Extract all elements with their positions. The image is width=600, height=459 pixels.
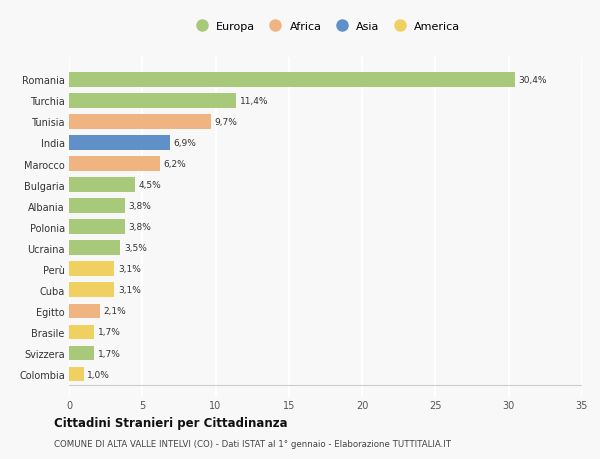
Text: 3,8%: 3,8% xyxy=(128,202,151,211)
Text: 3,1%: 3,1% xyxy=(118,286,141,295)
Text: 30,4%: 30,4% xyxy=(518,76,547,84)
Text: 6,9%: 6,9% xyxy=(174,139,197,148)
Text: 9,7%: 9,7% xyxy=(215,118,238,127)
Text: 1,7%: 1,7% xyxy=(98,328,121,337)
Bar xyxy=(69,325,94,340)
Bar xyxy=(69,115,211,129)
Bar xyxy=(69,346,94,361)
Bar xyxy=(69,367,83,381)
Text: 4,5%: 4,5% xyxy=(139,181,161,190)
Text: 11,4%: 11,4% xyxy=(240,97,268,106)
Text: 1,0%: 1,0% xyxy=(88,370,110,379)
Text: COMUNE DI ALTA VALLE INTELVI (CO) - Dati ISTAT al 1° gennaio - Elaborazione TUTT: COMUNE DI ALTA VALLE INTELVI (CO) - Dati… xyxy=(54,439,451,448)
Bar xyxy=(69,241,120,256)
Text: 3,5%: 3,5% xyxy=(124,244,147,253)
Text: 3,1%: 3,1% xyxy=(118,265,141,274)
Bar xyxy=(69,304,100,319)
Bar xyxy=(69,220,125,235)
Text: 6,2%: 6,2% xyxy=(164,160,186,168)
Text: 1,7%: 1,7% xyxy=(98,349,121,358)
Text: 3,8%: 3,8% xyxy=(128,223,151,232)
Bar xyxy=(69,157,160,172)
Bar xyxy=(69,136,170,151)
Bar xyxy=(69,283,115,297)
Legend: Europa, Africa, Asia, America: Europa, Africa, Asia, America xyxy=(191,22,460,32)
Text: 2,1%: 2,1% xyxy=(103,307,126,316)
Bar xyxy=(69,262,115,277)
Bar xyxy=(69,94,236,108)
Bar xyxy=(69,73,515,88)
Bar xyxy=(69,178,135,192)
Text: Cittadini Stranieri per Cittadinanza: Cittadini Stranieri per Cittadinanza xyxy=(54,416,287,429)
Bar xyxy=(69,199,125,213)
